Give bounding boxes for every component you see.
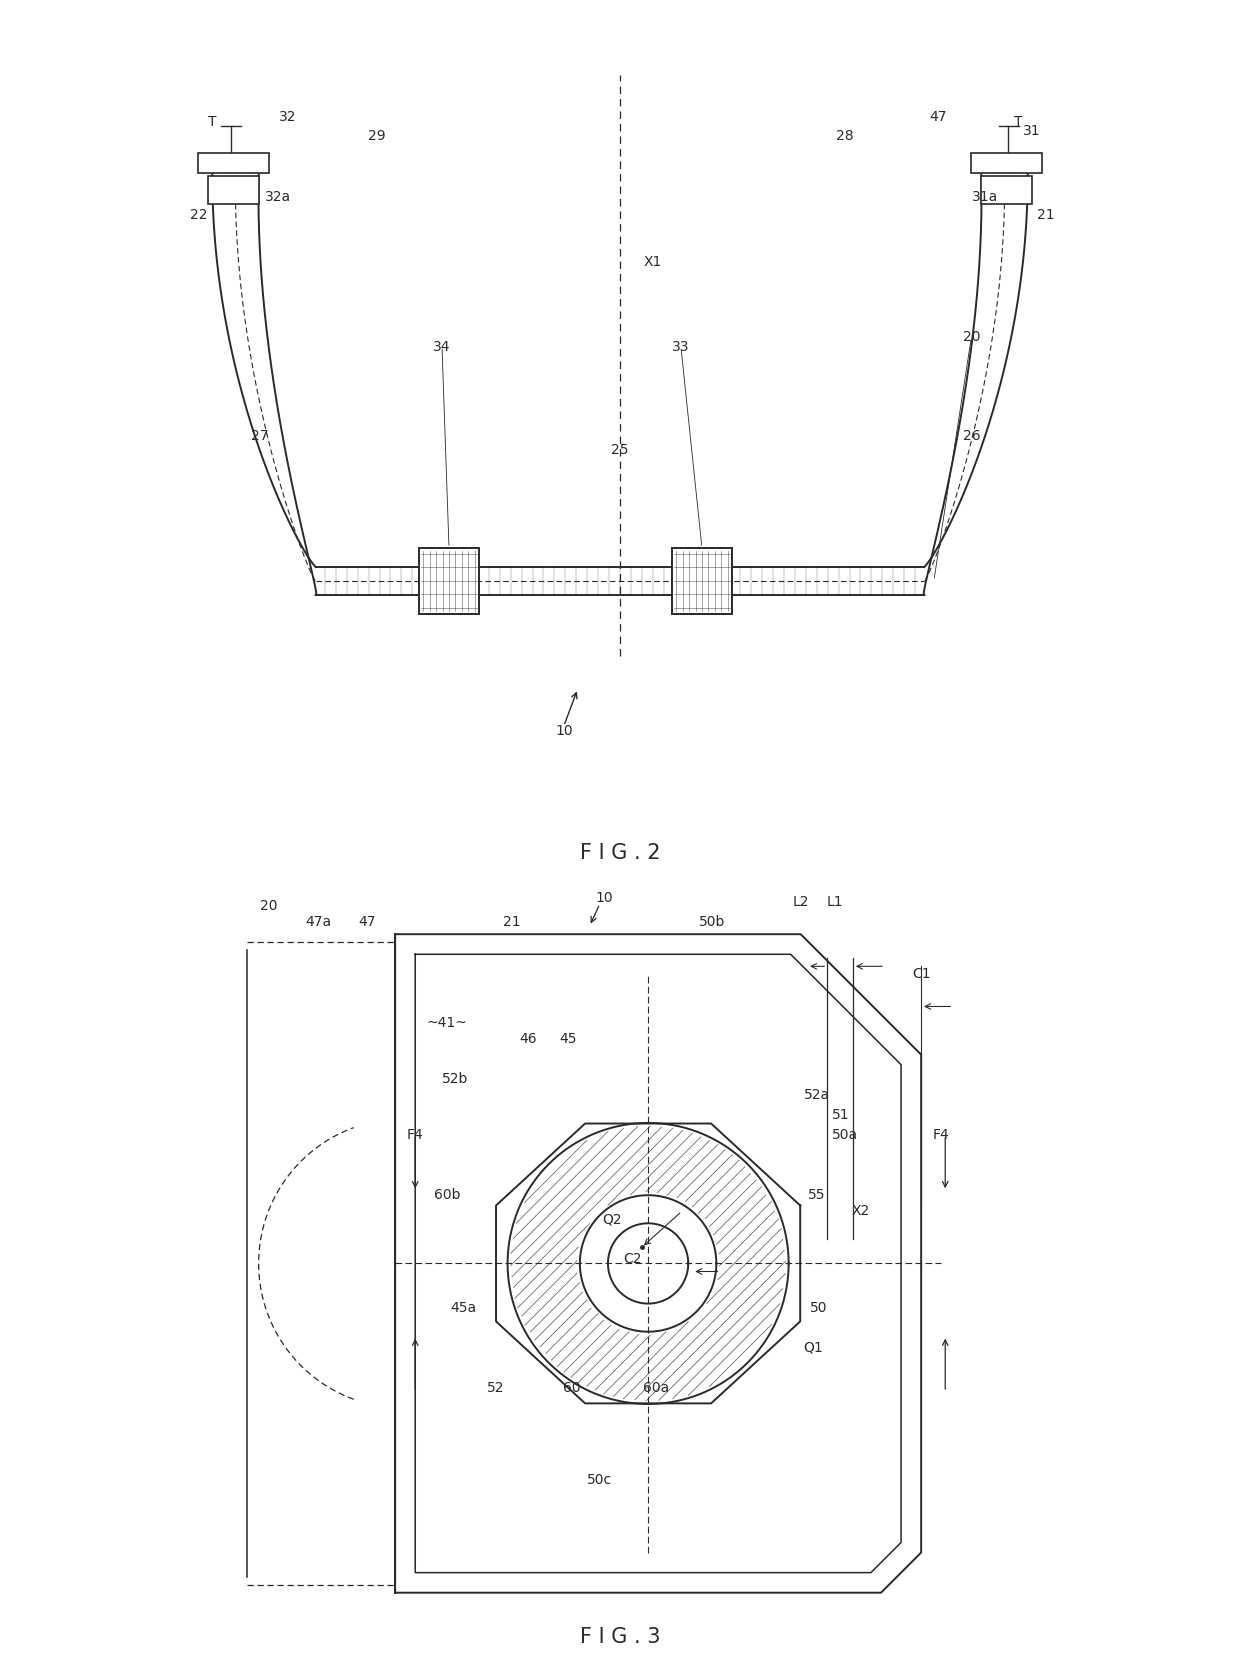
Text: 22: 22 bbox=[190, 209, 207, 223]
Text: 28: 28 bbox=[836, 129, 853, 142]
Text: 10: 10 bbox=[595, 892, 613, 905]
Text: L1: L1 bbox=[827, 895, 843, 908]
Text: ~41~: ~41~ bbox=[427, 1016, 467, 1029]
Text: 47a: 47a bbox=[306, 915, 332, 929]
Text: 33: 33 bbox=[672, 340, 689, 353]
Text: 26: 26 bbox=[962, 428, 980, 443]
Text: 32a: 32a bbox=[265, 189, 291, 204]
Text: Q1: Q1 bbox=[802, 1340, 822, 1355]
Text: 25: 25 bbox=[611, 443, 629, 457]
Text: 50: 50 bbox=[811, 1300, 828, 1315]
Text: 21: 21 bbox=[502, 915, 521, 929]
Text: 34: 34 bbox=[433, 340, 451, 353]
Text: X1: X1 bbox=[644, 256, 662, 269]
Text: 31: 31 bbox=[1023, 124, 1042, 139]
Text: F4: F4 bbox=[932, 1128, 950, 1143]
Text: 50a: 50a bbox=[832, 1128, 858, 1143]
Text: 45a: 45a bbox=[450, 1300, 476, 1315]
Text: X2: X2 bbox=[852, 1205, 870, 1218]
Text: Q2: Q2 bbox=[603, 1213, 621, 1226]
Text: 52a: 52a bbox=[804, 1087, 830, 1103]
Text: L2: L2 bbox=[792, 895, 808, 908]
Text: 32: 32 bbox=[279, 110, 296, 124]
Text: 60b: 60b bbox=[434, 1188, 460, 1203]
Text: C2: C2 bbox=[622, 1253, 641, 1266]
Text: 52b: 52b bbox=[443, 1072, 469, 1086]
Text: 10: 10 bbox=[556, 724, 573, 738]
Text: T: T bbox=[1014, 115, 1023, 129]
Text: 47: 47 bbox=[358, 915, 376, 929]
Text: 50c: 50c bbox=[588, 1474, 613, 1487]
Text: T: T bbox=[208, 115, 217, 129]
Text: 50b: 50b bbox=[699, 915, 725, 929]
Text: 31a: 31a bbox=[972, 189, 998, 204]
Bar bbox=[198, 152, 269, 174]
Text: C1: C1 bbox=[911, 967, 930, 982]
Text: 20: 20 bbox=[259, 898, 277, 913]
Bar bbox=[981, 176, 1032, 204]
Text: 51: 51 bbox=[832, 1108, 849, 1123]
Text: 52: 52 bbox=[487, 1380, 505, 1395]
Text: F I G . 3: F I G . 3 bbox=[580, 1626, 660, 1646]
Text: 45: 45 bbox=[559, 1032, 577, 1046]
Text: 55: 55 bbox=[808, 1188, 826, 1203]
Text: 60: 60 bbox=[563, 1380, 580, 1395]
Text: 47: 47 bbox=[930, 110, 947, 124]
Bar bbox=[971, 152, 1042, 174]
Text: 20: 20 bbox=[962, 330, 980, 345]
Text: 60a: 60a bbox=[644, 1380, 670, 1395]
Text: 21: 21 bbox=[1038, 209, 1055, 223]
Bar bbox=[419, 549, 480, 614]
Text: 46: 46 bbox=[518, 1032, 537, 1046]
Bar bbox=[672, 549, 733, 614]
Text: F I G . 2: F I G . 2 bbox=[580, 843, 660, 863]
Text: 27: 27 bbox=[250, 428, 268, 443]
Text: F4: F4 bbox=[407, 1128, 424, 1143]
Bar bbox=[208, 176, 259, 204]
Text: 29: 29 bbox=[367, 129, 386, 142]
